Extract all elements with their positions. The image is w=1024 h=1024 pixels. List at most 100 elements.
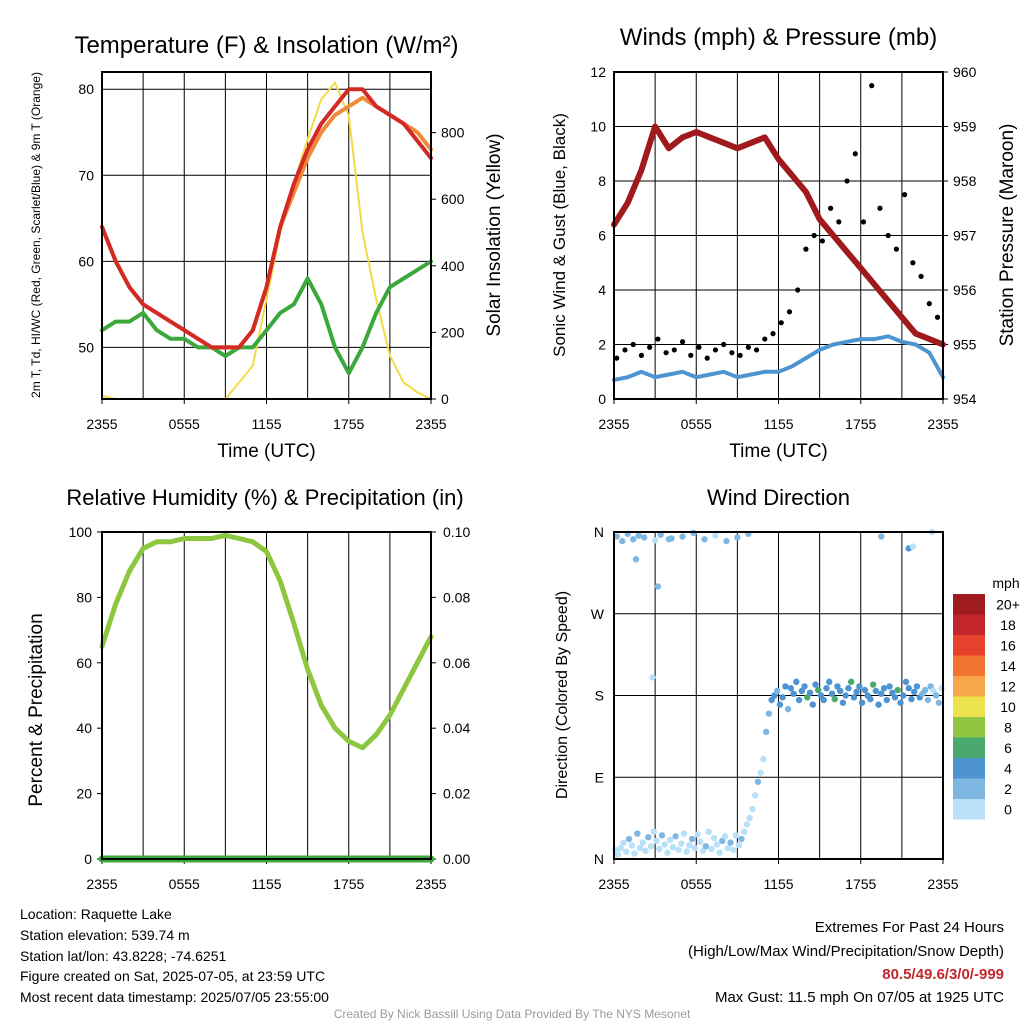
y-axis-label: Direction (Colored By Speed) xyxy=(554,591,571,799)
direction-point xyxy=(632,556,640,563)
gust-point xyxy=(786,309,793,315)
direction-point xyxy=(657,531,664,538)
y-tick-label-right: 0.00 xyxy=(443,851,470,867)
direction-point xyxy=(677,840,685,847)
extremes-subtitle: (High/Low/Max Wind/Precipitation/Snow De… xyxy=(688,943,1004,960)
direction-point xyxy=(617,844,625,852)
direction-point xyxy=(730,846,737,854)
direction-point xyxy=(654,583,662,590)
direction-point xyxy=(773,687,781,695)
gust-point xyxy=(712,347,719,353)
legend-swatch xyxy=(953,655,985,676)
direction-point xyxy=(795,696,803,704)
direction-point xyxy=(787,685,795,692)
gust-point xyxy=(753,347,760,353)
gust-point xyxy=(704,355,710,361)
gust-point xyxy=(836,219,842,225)
footer-elevation: Station elevation: 539.74 m xyxy=(20,927,190,943)
gust-point xyxy=(819,238,825,244)
x-tick-label: 1155 xyxy=(763,876,793,892)
x-tick-label: 1155 xyxy=(251,416,281,432)
y-tick-label-right: 954 xyxy=(953,391,977,407)
direction-point xyxy=(847,678,855,686)
direction-point xyxy=(801,683,808,690)
legend-swatch xyxy=(953,758,985,779)
direction-point xyxy=(645,834,652,841)
y-tick-label-left: 10 xyxy=(590,119,606,135)
direction-point xyxy=(897,699,904,706)
direction-point xyxy=(935,699,943,706)
gust-point xyxy=(688,352,694,358)
gust-point xyxy=(679,339,686,345)
direction-point xyxy=(628,842,636,849)
series-line-relative-humidity xyxy=(99,532,434,751)
direction-point xyxy=(894,686,901,694)
direction-point xyxy=(724,844,731,852)
x-tick-label: 0555 xyxy=(681,416,712,432)
legend-swatch xyxy=(953,799,985,820)
series-line-2m-t xyxy=(100,87,433,350)
direction-point xyxy=(656,845,663,853)
x-tick-label: 0555 xyxy=(681,876,712,892)
gust-point xyxy=(811,232,817,239)
direction-point xyxy=(820,696,827,704)
direction-point xyxy=(653,837,660,845)
y-tick-label-right: 0.08 xyxy=(443,589,470,605)
direction-point xyxy=(878,533,885,540)
direction-point xyxy=(743,821,751,828)
direction-point xyxy=(649,674,656,681)
y-tick-label-left: 60 xyxy=(78,253,94,269)
gust-point xyxy=(902,192,908,198)
y-axis-label-right: Solar Insolation (Yellow) xyxy=(484,133,505,336)
direction-point xyxy=(924,696,932,704)
y-tick-label-left: 6 xyxy=(598,228,606,244)
gust-point xyxy=(737,352,743,358)
direction-point xyxy=(650,828,657,835)
direction-point xyxy=(784,705,792,713)
temperature-insolation-panel: 2355 0555 1155 1755 235550607080020040060080… xyxy=(29,32,505,462)
gust-point xyxy=(745,344,751,350)
gust-point xyxy=(852,151,858,157)
footer-latlon: Station lat/lon: 43.8228; -74.6251 xyxy=(20,948,227,964)
x-tick-label: 1155 xyxy=(251,876,281,892)
direction-point xyxy=(776,701,784,708)
humidity-precip-panel: 2355 0555 1155 1755 2355 0 20 40 60 80 100 0.00 0.02… xyxy=(26,485,470,892)
direction-point xyxy=(619,537,626,545)
legend-label: 14 xyxy=(1000,658,1016,674)
direction-point xyxy=(680,830,688,837)
direction-point xyxy=(734,534,741,541)
gust-point xyxy=(918,273,924,279)
y-tick-label-right: 200 xyxy=(441,324,465,340)
y-tick-label-left: 70 xyxy=(78,167,94,183)
y-tick-label-left: 4 xyxy=(598,282,606,298)
direction-point xyxy=(782,683,789,690)
gust-point xyxy=(630,341,636,348)
x-tick-label: 2355 xyxy=(415,876,446,892)
gust-point xyxy=(860,219,867,225)
direction-point xyxy=(908,695,915,703)
x-tick-label: 1155 xyxy=(763,416,793,432)
legend-label: 2 xyxy=(1004,781,1012,797)
y-tick-label-right: 0.06 xyxy=(443,655,470,671)
direction-point xyxy=(932,692,940,699)
y-tick-label-left: 12 xyxy=(590,64,606,80)
footer-created: Figure created on Sat, 2025-07-05, at 23… xyxy=(20,968,326,984)
direction-point xyxy=(891,694,899,701)
direction-point xyxy=(762,728,770,736)
direction-point xyxy=(809,701,816,708)
gust-point xyxy=(696,344,702,350)
legend-swatch xyxy=(953,635,985,656)
y-tick-label-left: 8 xyxy=(598,173,606,189)
direction-point xyxy=(845,685,852,692)
direction-point xyxy=(723,537,730,545)
direction-point xyxy=(858,699,866,706)
legend-swatch xyxy=(953,696,985,717)
direction-point xyxy=(905,685,912,692)
legend-label: 4 xyxy=(1004,760,1012,776)
y-tick-label-left: 0 xyxy=(598,391,606,407)
direction-point xyxy=(710,834,718,842)
x-axis-label: Time (UTC) xyxy=(729,441,828,462)
x-tick-label: 2355 xyxy=(927,876,958,892)
x-tick-label: 2355 xyxy=(598,416,629,432)
direction-point xyxy=(701,536,708,543)
